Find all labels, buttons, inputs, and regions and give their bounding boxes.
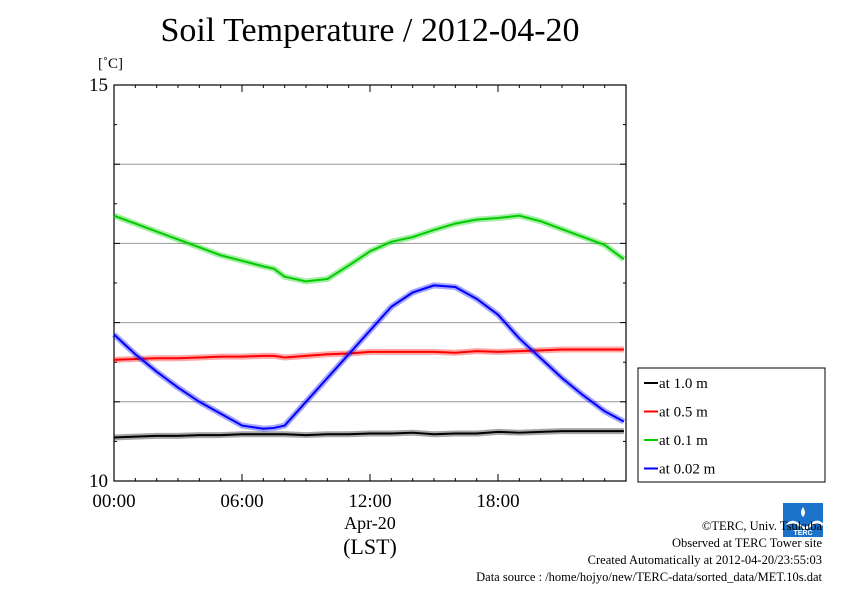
copyright-text: ©TERC, Univ. Tsukuba <box>701 519 822 533</box>
x-tick-label: 12:00 <box>348 491 391 512</box>
x-axis-label-block: Apr-20 (LST) <box>300 512 440 558</box>
series-line <box>113 430 624 439</box>
y-tick-label: 10 <box>89 471 108 492</box>
logo-text: TERC <box>793 530 812 537</box>
credits-block: ©TERC, Univ. Tsukuba Observed at TERC To… <box>476 518 822 586</box>
x-tick-label: 06:00 <box>220 491 263 512</box>
chart-title: Soil Temperature / 2012-04-20 <box>160 12 580 49</box>
series-line <box>113 214 625 283</box>
legend-label: at 1.0 m <box>659 376 708 392</box>
plot-frame <box>113 84 627 482</box>
legend-label: at 0.1 m <box>659 433 708 449</box>
created-text: Created Automatically at 2012-04-20/23:5… <box>587 553 822 567</box>
legend-label: at 0.5 m <box>659 405 708 421</box>
series-halo <box>112 212 626 285</box>
data-source-text: Data source : /home/hojyo/new/TERC-data/… <box>476 570 822 584</box>
legend-box <box>637 367 826 483</box>
observed-text: Observed at TERC Tower site <box>671 536 822 550</box>
terc-logo-icon: TERC <box>783 503 823 537</box>
series-line <box>113 348 624 361</box>
y-tick-label: 15 <box>89 75 108 96</box>
legend-label: at 0.02 m <box>659 462 716 478</box>
x-tick-label: 00:00 <box>92 491 135 512</box>
x-axis-date-label: Apr-20 <box>344 513 396 533</box>
series-line <box>113 284 625 430</box>
x-axis-timezone-label: (LST) <box>343 534 397 559</box>
y-axis-unit-label: [˚C] <box>98 56 123 72</box>
x-tick-label: 18:00 <box>476 491 519 512</box>
